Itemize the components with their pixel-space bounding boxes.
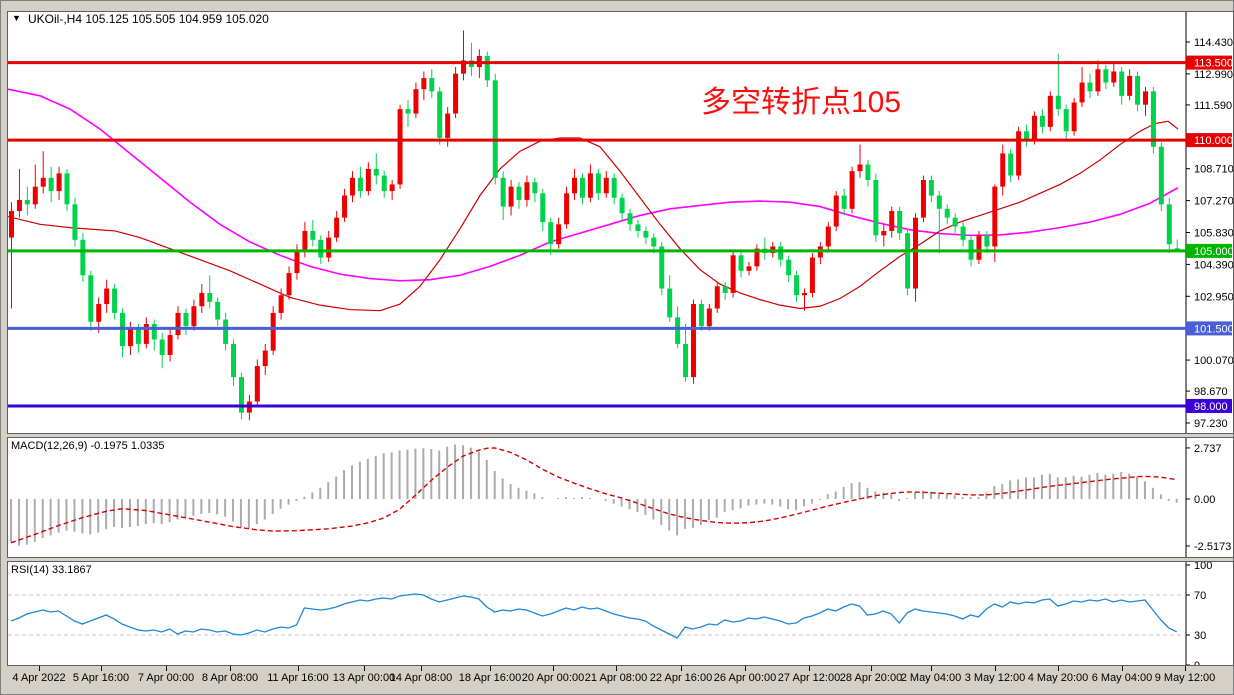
time-axis-tick: [995, 666, 996, 671]
rsi-panel[interactable]: [7, 561, 1234, 666]
time-axis-label: 26 Apr 00:00: [713, 672, 777, 684]
time-axis-label: 27 Apr 12:00: [777, 672, 841, 684]
time-axis-label: 18 Apr 16:00: [458, 672, 522, 684]
price-tick-label: 98.670: [1194, 386, 1228, 398]
time-axis-label: 8 Apr 08:00: [201, 672, 259, 684]
rsi-line: [10, 593, 1177, 639]
time-axis-tick: [230, 666, 231, 671]
rsi-tick-label: 30: [1194, 630, 1206, 642]
time-axis-tick: [39, 666, 40, 671]
macd-tick-label: -2.5173: [1194, 541, 1231, 553]
time-axis-tick: [681, 666, 682, 671]
price-tick-label: 102.950: [1194, 291, 1233, 303]
level-price-badge: [1186, 55, 1232, 70]
time-axis-label: 7 Apr 00:00: [137, 672, 195, 684]
macd-indicator-chart[interactable]: 2.737 0.00 -2.5173: [8, 438, 1233, 557]
ma-fast-line: [8, 120, 1179, 312]
time-axis-tick: [101, 666, 102, 671]
time-axis-label: 22 Apr 16:00: [649, 672, 713, 684]
macd-label: MACD(12,26,9) -0.1975 1.0335: [11, 440, 165, 452]
time-axis-tick: [166, 666, 167, 671]
time-axis-tick: [616, 666, 617, 671]
time-axis-label: 5 Apr 16:00: [72, 672, 130, 684]
level-badge-label: 105.000: [1194, 246, 1233, 258]
time-axis-label: 6 May 04:00: [1091, 672, 1153, 684]
time-axis-tick: [490, 666, 491, 671]
level-badge-label: 98.000: [1194, 401, 1228, 413]
rsi-tick-label: 70: [1194, 590, 1206, 602]
level-price-badge: [1186, 243, 1232, 258]
time-axis-tick: [809, 666, 810, 671]
main-chart-panel[interactable]: [7, 11, 1234, 434]
candles: [9, 30, 1180, 421]
symbol-title: UKOil-,H4 105.125 105.505 104.959 105.02…: [28, 12, 269, 26]
time-axis-label: 4 May 20:00: [1027, 672, 1089, 684]
level-price-badge: [1186, 321, 1232, 336]
time-axis-tick: [421, 666, 422, 671]
price-tick-label: 108.710: [1194, 164, 1233, 176]
time-axis-label: 14 Apr 08:00: [389, 672, 453, 684]
rsi-indicator-chart[interactable]: 100 70 30 0: [8, 562, 1233, 665]
candlestick-chart[interactable]: 114.430 112.990 111.590 108.710 107.270 105.8…: [8, 12, 1233, 433]
time-axis-label: 11 Apr 16:00: [267, 672, 329, 684]
time-axis-tick: [931, 666, 932, 671]
rsi-tick-label: 100: [1194, 562, 1212, 572]
price-tick-label: 107.270: [1194, 196, 1233, 208]
macd-histogram: [10, 444, 1178, 546]
time-axis-label: 21 Apr 08:00: [584, 672, 648, 684]
price-tick-label: 105.830: [1194, 227, 1233, 239]
level-badge-label: 113.500: [1194, 58, 1233, 70]
time-axis-tick: [745, 666, 746, 671]
price-tick-label: 97.230: [1194, 418, 1228, 430]
price-tick-label: 111.590: [1194, 100, 1232, 112]
macd-tick-label: 2.737: [1194, 443, 1222, 455]
time-axis-label: 3 May 12:00: [964, 672, 1026, 684]
time-axis-tick: [1058, 666, 1059, 671]
time-axis-tick: [553, 666, 554, 671]
price-tick-label: 100.070: [1194, 355, 1233, 367]
time-axis-tick: [364, 666, 365, 671]
level-price-badge: [1186, 398, 1232, 413]
time-axis-label: 9 May 12:00: [1154, 672, 1216, 684]
annotation-text: 多空转折点105: [701, 86, 902, 119]
level-badge-label: 101.500: [1194, 323, 1233, 335]
rsi-label: RSI(14) 33.1867: [11, 564, 92, 576]
time-axis-tick: [1122, 666, 1123, 671]
time-axis-label: 2 May 04:00: [900, 672, 962, 684]
time-axis-label: 13 Apr 00:00: [332, 672, 396, 684]
symbol-dropdown-icon[interactable]: ▼: [12, 13, 21, 23]
price-tick-label: 104.390: [1194, 259, 1233, 271]
price-tick-label: 114.430: [1194, 37, 1233, 49]
time-axis-tick: [1185, 666, 1186, 671]
time-axis-label: 4 Apr 2022: [12, 672, 66, 684]
time-axis-label: 28 Apr 20:00: [839, 672, 903, 684]
time-axis-tick: [871, 666, 872, 671]
macd-tick-label: 0.00: [1194, 494, 1215, 506]
rsi-tick-label: 0: [1194, 660, 1200, 665]
time-axis-tick: [298, 666, 299, 671]
macd-signal-line: [10, 447, 1177, 544]
price-tick-label: 112.990: [1194, 69, 1233, 81]
level-price-badge: [1186, 133, 1232, 148]
ma-slow-line: [8, 88, 1179, 282]
time-axis-label: 20 Apr 00:00: [521, 672, 585, 684]
level-badge-label: 110.000: [1194, 135, 1233, 147]
